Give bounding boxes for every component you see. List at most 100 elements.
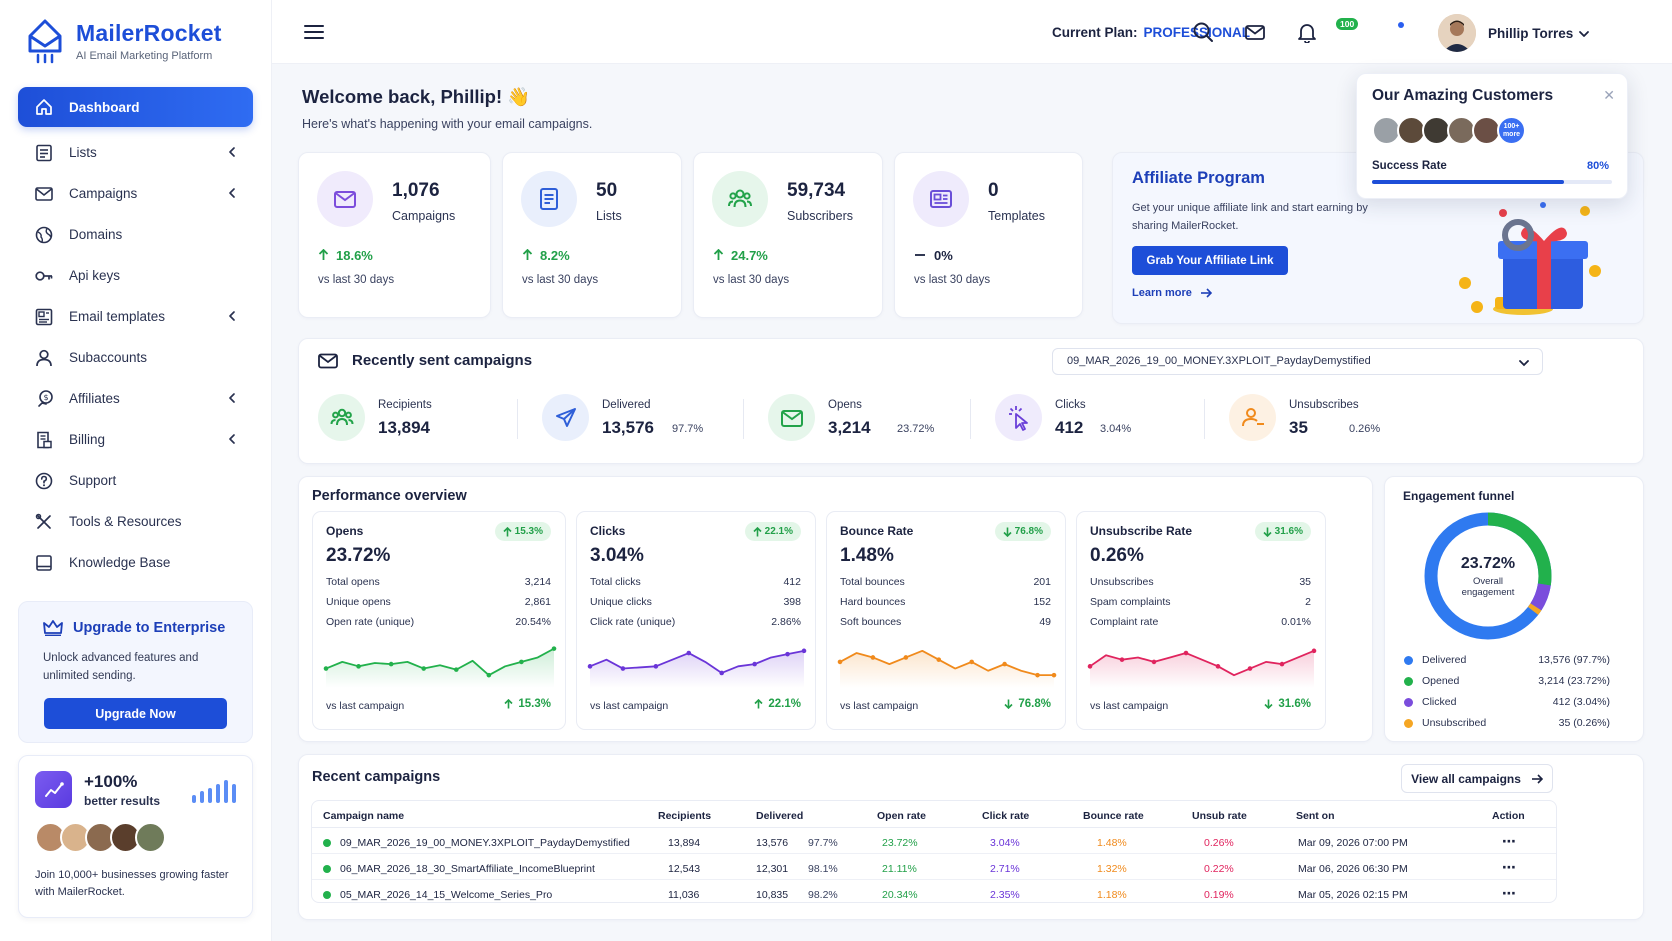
stat-card-templates[interactable]: 0 Templates 0% vs last 30 days (894, 152, 1083, 318)
performance-card-clicks[interactable]: Clicks 22.1% 3.04% Total clicks 412 Unique… (576, 511, 816, 730)
svg-text:$: $ (43, 393, 48, 402)
stat-card-campaigns[interactable]: 1,076 Campaigns 18.6% vs last 30 days (298, 152, 491, 318)
sent-on: Mar 06, 2026 06:30 PM (1298, 863, 1408, 875)
column-header[interactable]: Click rate (982, 810, 1030, 822)
comparison-value: 22.1% (754, 698, 801, 710)
change-chip: 31.6% (1254, 522, 1311, 541)
customers-popup-title: Our Amazing Customers (1372, 87, 1554, 104)
campaign-name[interactable]: 06_MAR_2026_18_30_SmartAffiliate_IncomeB… (323, 863, 595, 875)
mail-icon[interactable] (1244, 21, 1266, 43)
stat-card-lists[interactable]: 50 Lists 8.2% vs last 30 days (502, 152, 682, 318)
grab-affiliate-link-button[interactable]: Grab Your Affiliate Link (1132, 246, 1288, 275)
performance-value: 3.04% (590, 545, 644, 566)
sidebar-item-tools-resources[interactable]: Tools & Resources (18, 501, 253, 542)
performance-value: 1.48% (840, 545, 894, 566)
metric-value: 13,576 (602, 418, 654, 437)
chevron-left-icon (229, 393, 235, 403)
hamburger-menu-icon[interactable] (304, 24, 324, 40)
table-row[interactable]: 06_MAR_2026_18_30_SmartAffiliate_IncomeB… (312, 854, 1556, 880)
click-rate: 2.35% (990, 889, 1020, 901)
performance-card-unsubscribe-rate[interactable]: Unsubscribe Rate 31.6% 0.26% Unsubscribe… (1076, 511, 1326, 730)
performance-card-opens[interactable]: Opens 15.3% 23.72% Total opens 3,214 Uniqu… (312, 511, 566, 730)
sidebar-item-billing[interactable]: Billing (18, 419, 253, 460)
column-header[interactable]: Campaign name (323, 810, 405, 822)
welcome-subtitle: Here's what's happening with your email … (302, 117, 593, 131)
stat-card-subscribers[interactable]: 59,734 Subscribers 24.7% vs last 30 days (693, 152, 883, 318)
bounce-rate: 1.32% (1097, 863, 1127, 875)
chevron-left-icon (229, 434, 235, 444)
stat-row: Total opens 3,214 (326, 576, 551, 588)
table-row[interactable]: 05_MAR_2026_14_15_Welcome_Series_Pro 11,… (312, 880, 1556, 906)
arrow-up-icon (713, 248, 724, 260)
sidebar-item-dashboard[interactable]: Dashboard (18, 87, 253, 127)
sparkline-chart (587, 648, 807, 688)
delivered-percent: 97.7% (808, 837, 838, 849)
avatar (135, 822, 166, 853)
column-header[interactable]: Open rate (877, 810, 927, 822)
metric-percent: 97.7% (672, 423, 704, 435)
sidebar-item-lists[interactable]: Lists (18, 132, 253, 173)
column-header[interactable]: Sent on (1296, 810, 1335, 822)
brand[interactable]: MailerRocket AI Email Marketing Platform (26, 18, 222, 64)
sidebar-item-support[interactable]: Support (18, 460, 253, 501)
campaign-select[interactable]: 09_MAR_2026_19_00_MONEY.3XPLOIT_PaydayDe… (1052, 348, 1543, 375)
comparison-value: 15.3% (504, 698, 551, 710)
sidebar-item-label: Email templates (69, 309, 166, 324)
user-name[interactable]: Phillip Torres (1488, 26, 1574, 41)
column-header[interactable]: Action (1492, 810, 1525, 822)
sidebar-item-label: Lists (69, 145, 97, 160)
campaigns-table: Campaign name Recipients Delivered Open rat… (311, 800, 1557, 903)
affiliate-description: Get your unique affiliate link and start… (1132, 202, 1368, 232)
sidebar-item-domains[interactable]: Domains (18, 214, 253, 255)
metric-label: Recipients (378, 399, 432, 411)
learn-more-link[interactable]: Learn more (1132, 287, 1212, 299)
sidebar-item-campaigns[interactable]: Campaigns (18, 173, 253, 214)
bell-icon[interactable] (1296, 21, 1318, 43)
performance-card-bounce-rate[interactable]: Bounce Rate 76.8% 1.48% Total bounces 201… (826, 511, 1066, 730)
chevron-down-icon (1519, 360, 1529, 367)
stat-value: 59,734 (787, 180, 846, 201)
metric-label: Opens (828, 399, 862, 411)
performance-value: 23.72% (326, 545, 391, 566)
stat-row: Spam complaints 2 (1090, 596, 1311, 608)
sidebar-item-subaccounts[interactable]: Subaccounts (18, 337, 253, 378)
table-header: Campaign name Recipients Delivered Open rat… (312, 801, 1556, 828)
customer-avatars: 100+ more (1372, 116, 1526, 145)
more-actions-icon[interactable]: ⋯ (1502, 885, 1516, 901)
column-header[interactable]: Unsub rate (1192, 810, 1247, 822)
stat-row: Hard bounces 152 (840, 596, 1051, 608)
sent-on: Mar 09, 2026 07:00 PM (1298, 837, 1408, 849)
table-row[interactable]: 09_MAR_2026_19_00_MONEY.3XPLOIT_PaydayDe… (312, 828, 1556, 854)
performance-name: Opens (326, 524, 364, 538)
more-actions-icon[interactable]: ⋯ (1502, 859, 1516, 875)
arrow-down-icon (1003, 527, 1012, 537)
sidebar-item-email-templates[interactable]: Email templates (18, 296, 253, 337)
column-header[interactable]: Recipients (658, 810, 712, 822)
search-icon[interactable] (1192, 21, 1214, 43)
delivered: 13,576 (756, 837, 789, 849)
sparkline-chart (1087, 648, 1317, 688)
campaign-name[interactable]: 05_MAR_2026_14_15_Welcome_Series_Pro (323, 889, 552, 901)
avatar (1422, 116, 1451, 145)
template-icon (913, 171, 969, 227)
sidebar-item-label: Campaigns (69, 186, 138, 201)
delivered: 12,301 (756, 863, 789, 875)
plan-value[interactable]: PROFESSIONAL (1143, 25, 1251, 40)
close-icon[interactable]: ✕ (1603, 87, 1615, 103)
sparkline-chart (323, 646, 557, 688)
stat-row: Total clicks 412 (590, 576, 801, 588)
legend-dot (1404, 697, 1413, 707)
chevron-down-icon[interactable] (1578, 28, 1590, 40)
sidebar-item-knowledge-base[interactable]: Knowledge Base (18, 542, 253, 583)
send-icon (542, 394, 589, 441)
more-actions-icon[interactable]: ⋯ (1502, 833, 1516, 849)
user-avatar[interactable] (1438, 14, 1476, 52)
campaign-name[interactable]: 09_MAR_2026_19_00_MONEY.3XPLOIT_PaydayDe… (323, 837, 630, 849)
sidebar-item-affiliates[interactable]: $ Affiliates (18, 378, 253, 419)
sidebar-item-api-keys[interactable]: Api keys (18, 255, 253, 296)
view-all-campaigns-button[interactable]: View all campaigns (1401, 764, 1553, 793)
user-icon (34, 348, 54, 368)
upgrade-now-button[interactable]: Upgrade Now (44, 698, 227, 729)
column-header[interactable]: Bounce rate (1083, 810, 1144, 822)
column-header[interactable]: Delivered (756, 810, 804, 822)
